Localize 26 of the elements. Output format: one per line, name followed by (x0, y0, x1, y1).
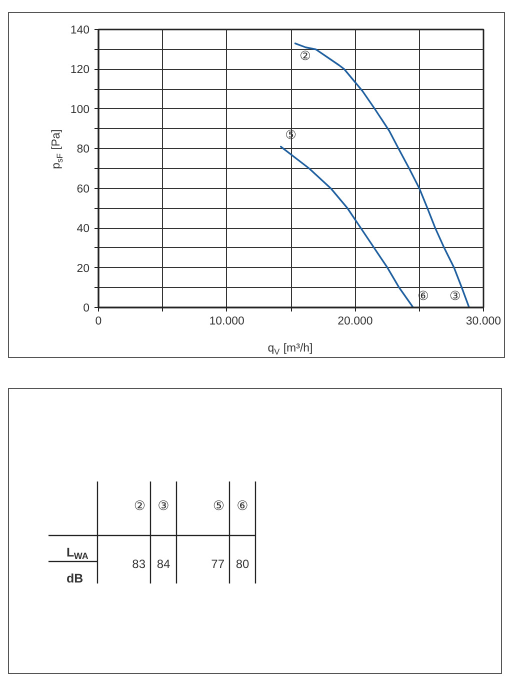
annotation: ② (300, 48, 311, 63)
annotation: ③ (450, 288, 461, 303)
data-label: 83 (132, 557, 146, 571)
y-tick-label: 0 (83, 302, 90, 314)
y-tick-label: 100 (70, 104, 90, 116)
y-tick-label: 80 (76, 144, 90, 156)
x-tick-label: 10.000 (209, 316, 244, 328)
category-label: ② (134, 499, 146, 514)
category-label: ⑥ (236, 499, 248, 514)
x-tick-label: 0 (95, 316, 102, 328)
y-tick-label: 140 (70, 24, 90, 36)
x-tick-label: 30.000 (466, 316, 502, 328)
category-label: ⑤ (212, 499, 224, 514)
line-series (294, 42, 470, 308)
line-series (280, 146, 414, 308)
y-tick-label: 20 (76, 262, 90, 275)
data-label: 80 (236, 557, 250, 571)
y-axis-title: psF [Pa] (50, 129, 65, 170)
y-tick-label: 60 (76, 183, 90, 196)
y-tick-label: 40 (76, 223, 90, 236)
y-tick-label: 120 (70, 64, 90, 76)
category-label: ③ (158, 499, 170, 514)
data-label: 84 (156, 557, 170, 571)
x-tick-label: 20.000 (338, 316, 373, 328)
text: dB (66, 572, 84, 586)
data-label: 77 (211, 557, 225, 571)
